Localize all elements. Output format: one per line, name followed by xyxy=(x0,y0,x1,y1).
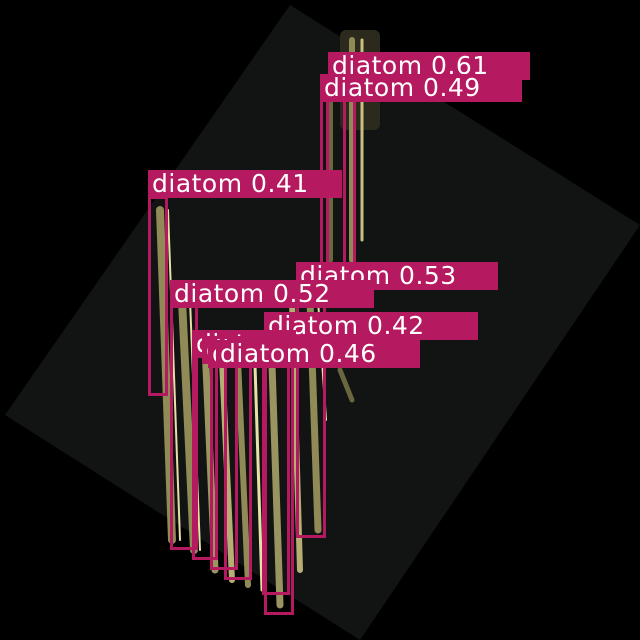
detection-box xyxy=(224,350,252,580)
diatom-cell xyxy=(268,361,284,609)
detection-label: diatom 0.49 xyxy=(320,74,522,102)
detection-label: diatom 0.52 xyxy=(170,280,374,308)
detection-label: diatom 0.46 xyxy=(216,340,420,368)
detection-box xyxy=(192,345,218,560)
diatom-cell xyxy=(253,363,264,592)
diatom-cell xyxy=(337,367,355,403)
diatom-cell xyxy=(167,209,181,541)
diatom-cell xyxy=(235,357,251,588)
detection-label: diatom 0.41 xyxy=(148,170,342,198)
diatom-cell xyxy=(219,357,235,583)
detection-box xyxy=(148,196,168,396)
detection-label: diatom 0.42 xyxy=(264,312,478,340)
detection-box xyxy=(264,360,294,615)
